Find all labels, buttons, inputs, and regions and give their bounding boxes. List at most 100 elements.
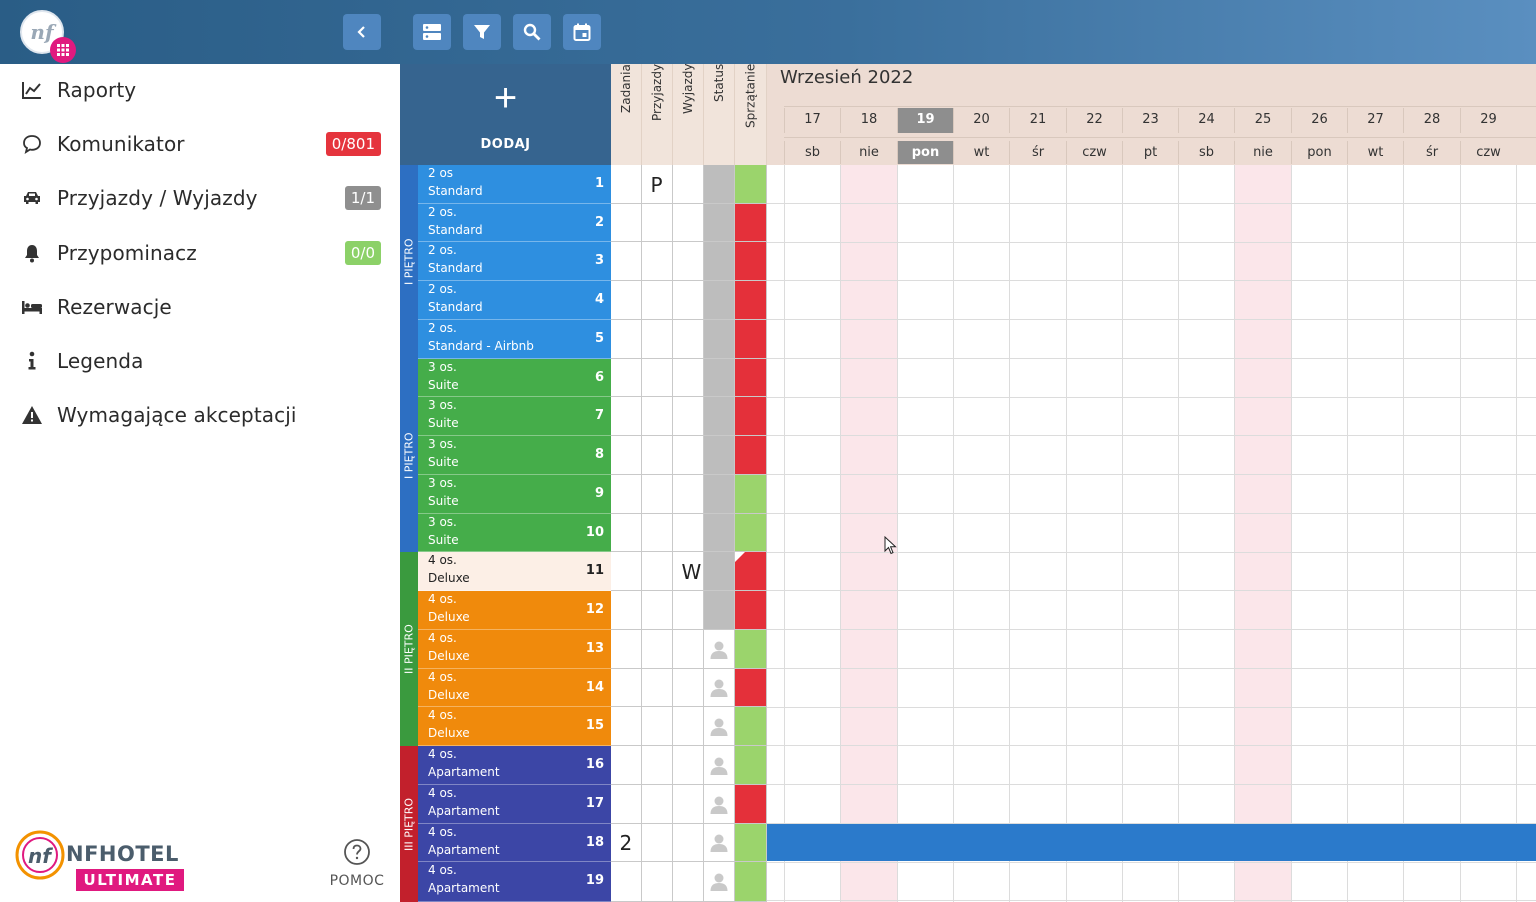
zadania-cell[interactable]: [611, 359, 642, 397]
sprzatanie-cell[interactable]: [735, 320, 767, 359]
zadania-cell[interactable]: [611, 707, 642, 746]
status-cell[interactable]: [704, 824, 735, 862]
rooms-view-button[interactable]: [413, 14, 451, 50]
przyjazdy-cell[interactable]: [642, 475, 673, 514]
sprzatanie-cell[interactable]: [735, 552, 767, 591]
status-cell[interactable]: [704, 242, 735, 281]
status-cell[interactable]: [704, 436, 735, 475]
room-row[interactable]: 4 os. Apartament 18: [418, 824, 611, 862]
status-cell[interactable]: [704, 165, 735, 204]
collapse-sidebar-button[interactable]: [343, 14, 381, 50]
day-number[interactable]: 20: [953, 108, 1009, 133]
day-number[interactable]: 17: [784, 108, 840, 133]
status-cell[interactable]: [704, 552, 735, 591]
room-row[interactable]: 2 os. Standard 4: [418, 281, 611, 320]
zadania-cell[interactable]: [611, 669, 642, 707]
sprzatanie-cell[interactable]: [735, 281, 767, 320]
sprzatanie-cell[interactable]: [735, 436, 767, 475]
filter-button[interactable]: [463, 14, 501, 50]
przyjazdy-cell[interactable]: [642, 669, 673, 707]
sidebar-item-przypominacz[interactable]: Przypominacz 0/0: [0, 233, 400, 273]
przyjazdy-cell[interactable]: [642, 552, 673, 591]
wyjazdy-cell[interactable]: [673, 514, 704, 552]
zadania-cell[interactable]: [611, 591, 642, 630]
day-number[interactable]: 24: [1178, 108, 1234, 133]
przyjazdy-cell[interactable]: [642, 242, 673, 281]
wyjazdy-cell[interactable]: [673, 746, 704, 785]
room-row[interactable]: 4 os. Deluxe 12: [418, 591, 611, 630]
wyjazdy-cell[interactable]: [673, 204, 704, 242]
room-row[interactable]: 2 os. Standard - Airbnb 5: [418, 320, 611, 359]
room-row[interactable]: 4 os. Apartament 17: [418, 785, 611, 824]
wyjazdy-cell[interactable]: [673, 281, 704, 320]
sprzatanie-cell[interactable]: [735, 862, 767, 902]
przyjazdy-cell[interactable]: P: [642, 165, 673, 204]
room-row[interactable]: 2 os. Standard 2: [418, 204, 611, 242]
room-row[interactable]: 4 os. Deluxe 15: [418, 707, 611, 746]
day-number[interactable]: 28: [1403, 108, 1460, 133]
today-date[interactable]: 19: [897, 108, 953, 133]
wyjazdy-cell[interactable]: [673, 242, 704, 281]
room-row[interactable]: 2 os Standard 1: [418, 165, 611, 204]
app-logo[interactable]: nf: [20, 10, 64, 54]
przyjazdy-cell[interactable]: [642, 862, 673, 902]
status-cell[interactable]: [704, 669, 735, 707]
wyjazdy-cell[interactable]: [673, 591, 704, 630]
przyjazdy-cell[interactable]: [642, 824, 673, 862]
room-row[interactable]: 3 os. Suite 7: [418, 397, 611, 436]
add-room-button[interactable]: + DODAJ: [400, 64, 611, 165]
przyjazdy-cell[interactable]: [642, 630, 673, 669]
room-row[interactable]: 3 os. Suite 6: [418, 359, 611, 397]
day-number[interactable]: 23: [1122, 108, 1178, 133]
przyjazdy-cell[interactable]: [642, 397, 673, 436]
sprzatanie-cell[interactable]: [735, 746, 767, 785]
sprzatanie-cell[interactable]: [735, 242, 767, 281]
sidebar-item-rezerwacje[interactable]: Rezerwacje: [0, 287, 400, 327]
room-row[interactable]: 4 os. Deluxe 14: [418, 669, 611, 707]
status-cell[interactable]: [704, 746, 735, 785]
status-cell[interactable]: [704, 475, 735, 514]
day-number[interactable]: 27: [1347, 108, 1403, 133]
sprzatanie-cell[interactable]: [735, 591, 767, 630]
przyjazdy-cell[interactable]: [642, 785, 673, 824]
sprzatanie-cell[interactable]: [735, 165, 767, 204]
status-cell[interactable]: [704, 320, 735, 359]
wyjazdy-cell[interactable]: [673, 359, 704, 397]
status-cell[interactable]: [704, 204, 735, 242]
zadania-cell[interactable]: [611, 785, 642, 824]
zadania-cell[interactable]: [611, 552, 642, 591]
wyjazdy-cell[interactable]: [673, 165, 704, 204]
przyjazdy-cell[interactable]: [642, 204, 673, 242]
room-row[interactable]: 3 os. Suite 8: [418, 436, 611, 475]
zadania-cell[interactable]: [611, 436, 642, 475]
wyjazdy-cell[interactable]: [673, 630, 704, 669]
zadania-cell[interactable]: [611, 242, 642, 281]
status-cell[interactable]: [704, 785, 735, 824]
status-cell[interactable]: [704, 630, 735, 669]
sprzatanie-cell[interactable]: [735, 707, 767, 746]
sprzatanie-cell[interactable]: [735, 785, 767, 824]
przyjazdy-cell[interactable]: [642, 281, 673, 320]
zadania-cell[interactable]: [611, 204, 642, 242]
room-row[interactable]: 4 os. Deluxe 13: [418, 630, 611, 669]
status-cell[interactable]: [704, 862, 735, 902]
sprzatanie-cell[interactable]: [735, 204, 767, 242]
zadania-cell[interactable]: [611, 397, 642, 436]
wyjazdy-cell[interactable]: [673, 824, 704, 862]
zadania-cell[interactable]: [611, 475, 642, 514]
status-cell[interactable]: [704, 281, 735, 320]
wyjazdy-cell[interactable]: [673, 862, 704, 902]
zadania-cell[interactable]: [611, 320, 642, 359]
day-number[interactable]: 29: [1460, 108, 1516, 133]
wyjazdy-cell[interactable]: [673, 669, 704, 707]
wyjazdy-cell[interactable]: [673, 436, 704, 475]
status-cell[interactable]: [704, 591, 735, 630]
sprzatanie-cell[interactable]: [735, 397, 767, 436]
zadania-cell[interactable]: [611, 746, 642, 785]
przyjazdy-cell[interactable]: [642, 707, 673, 746]
room-row[interactable]: 2 os. Standard 3: [418, 242, 611, 281]
room-row[interactable]: 4 os. Deluxe 11: [418, 552, 611, 591]
day-number[interactable]: 18: [840, 108, 897, 133]
sidebar-item-raporty[interactable]: Raporty: [0, 70, 400, 110]
wyjazdy-cell[interactable]: [673, 475, 704, 514]
